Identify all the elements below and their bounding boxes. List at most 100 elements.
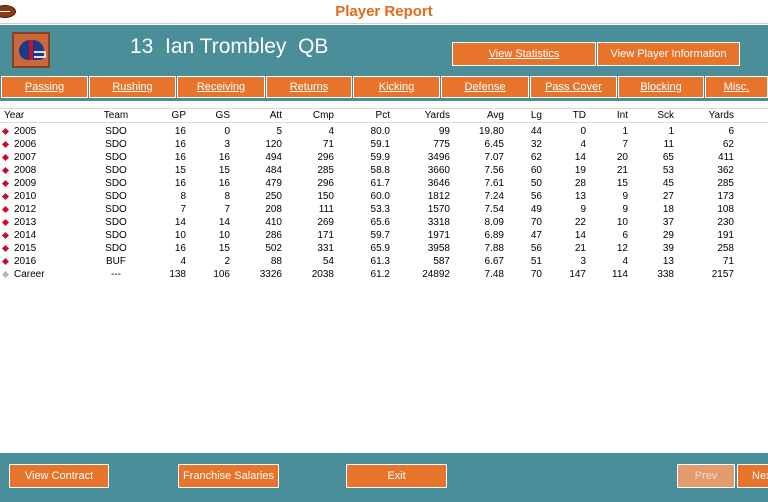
table-row[interactable]: 2010 SDO 8 8 250 150 60.0 1812 7.24 56 13 9 27 173 bbox=[0, 191, 768, 203]
column-header-sack-yards[interactable]: Yards bbox=[708, 110, 734, 121]
cell-gs: 15 bbox=[218, 165, 230, 176]
column-header-gp[interactable]: GP bbox=[171, 110, 186, 121]
column-header-td[interactable]: TD bbox=[572, 110, 586, 121]
cell-avg: 6.45 bbox=[484, 139, 504, 150]
cell-yards: 775 bbox=[433, 139, 450, 150]
column-header-avg[interactable]: Avg bbox=[486, 110, 504, 121]
cell-year: Career bbox=[14, 269, 45, 280]
cell-gs: 2 bbox=[224, 256, 230, 267]
table-row[interactable]: 2016 BUF 4 2 88 54 61.3 587 6.67 51 3 4 13 71 bbox=[0, 256, 768, 268]
column-header-yards[interactable]: Yards bbox=[424, 110, 450, 121]
player-name: 13 Ian Trombley QB bbox=[130, 35, 329, 58]
cell-int: 12 bbox=[616, 243, 628, 254]
column-header-pct[interactable]: Pct bbox=[375, 110, 390, 121]
column-header-year[interactable]: Year bbox=[4, 110, 25, 121]
cell-avg: 6.89 bbox=[484, 230, 504, 241]
cell-gs: 10 bbox=[218, 230, 230, 241]
cell-pct: 58.8 bbox=[370, 165, 390, 176]
table-row[interactable]: 2008 SDO 15 15 484 285 58.8 3660 7.56 60 19 21 53 362 bbox=[0, 165, 768, 177]
next-button[interactable]: Next bbox=[737, 464, 768, 488]
column-header-cmp[interactable]: Cmp bbox=[312, 110, 334, 121]
cell-lg: 47 bbox=[530, 230, 542, 241]
column-header-lg[interactable]: Lg bbox=[530, 110, 542, 121]
cell-sck: 1 bbox=[668, 126, 674, 137]
cell-pct: 59.7 bbox=[370, 230, 390, 241]
football-icon bbox=[0, 5, 16, 18]
column-header-team[interactable]: Team bbox=[103, 110, 129, 121]
cell-lg: 70 bbox=[530, 217, 542, 228]
table-row[interactable]: 2006 SDO 16 3 120 71 59.1 775 6.45 32 4 7 11 62 bbox=[0, 139, 768, 151]
column-header-gs[interactable]: GS bbox=[215, 110, 230, 121]
cell-avg: 7.07 bbox=[484, 152, 504, 163]
exit-button[interactable]: Exit bbox=[346, 464, 447, 488]
row-marker-icon bbox=[1, 244, 10, 253]
row-marker-icon bbox=[1, 192, 10, 201]
cell-lg: 44 bbox=[530, 126, 542, 137]
cell-int: 4 bbox=[622, 256, 628, 267]
cell-team: SDO bbox=[105, 230, 127, 241]
career-row[interactable]: Career --- 138 106 3326 2038 61.2 24892 7.48 70 14… bbox=[0, 269, 768, 281]
cell-sck: 65 bbox=[662, 152, 674, 163]
cell-int: 9 bbox=[622, 191, 628, 202]
table-row[interactable]: 2005 SDO 16 0 5 4 80.0 99 19.80 44 0 1 1 6 bbox=[0, 126, 768, 138]
cell-yards: 3318 bbox=[427, 217, 450, 228]
cell-sack-yards: 411 bbox=[718, 152, 734, 163]
table-row[interactable]: 2013 SDO 14 14 410 269 65.6 3318 8.09 70 22 10 37 230 bbox=[0, 217, 768, 229]
cell-gp: 7 bbox=[180, 204, 186, 215]
cell-year: 2007 bbox=[14, 152, 37, 163]
cell-team: SDO bbox=[105, 243, 127, 254]
cell-yards: 1570 bbox=[427, 204, 450, 215]
tab-rushing[interactable]: Rushing bbox=[89, 76, 176, 98]
cell-cmp: 2038 bbox=[311, 269, 334, 280]
cell-yards: 3660 bbox=[427, 165, 450, 176]
cell-yards: 99 bbox=[438, 126, 450, 137]
tab-misc[interactable]: Misc. bbox=[705, 76, 768, 98]
cell-pct: 65.6 bbox=[370, 217, 390, 228]
table-row[interactable]: 2012 SDO 7 7 208 111 53.3 1570 7.54 49 9 9 18 108 bbox=[0, 204, 768, 216]
window-title: Player Report bbox=[335, 3, 433, 20]
franchise-salaries-button[interactable]: Franchise Salaries bbox=[178, 464, 279, 488]
table-row[interactable]: 2009 SDO 16 16 479 296 61.7 3646 7.61 50 28 15 45 285 bbox=[0, 178, 768, 190]
cell-td: 28 bbox=[574, 178, 586, 189]
cell-pct: 61.2 bbox=[370, 269, 390, 280]
tab-kicking[interactable]: Kicking bbox=[353, 76, 440, 98]
view-statistics-button[interactable]: View Statistics bbox=[452, 42, 596, 66]
cell-sck: 11 bbox=[663, 139, 674, 150]
cell-year: 2005 bbox=[14, 126, 37, 137]
table-row[interactable]: 2014 SDO 10 10 286 171 59.7 1971 6.89 47 14 6 29 191 bbox=[0, 230, 768, 242]
cell-gs: 106 bbox=[213, 269, 230, 280]
table-row[interactable]: 2007 SDO 16 16 494 296 59.9 3496 7.07 62 14 20 65 411 bbox=[0, 152, 768, 164]
cell-lg: 62 bbox=[530, 152, 542, 163]
cell-td: 9 bbox=[580, 204, 586, 215]
cell-gs: 14 bbox=[218, 217, 230, 228]
table-row[interactable]: 2015 SDO 16 15 502 331 65.9 3958 7.88 56 21 12 39 258 bbox=[0, 243, 768, 255]
tab-receiving[interactable]: Receiving bbox=[177, 76, 265, 98]
row-marker-icon bbox=[1, 140, 10, 149]
cell-avg: 7.54 bbox=[484, 204, 504, 215]
row-marker-icon bbox=[1, 270, 10, 279]
cell-sck: 39 bbox=[662, 243, 674, 254]
tab-blocking[interactable]: Blocking bbox=[618, 76, 704, 98]
tab-returns[interactable]: Returns bbox=[266, 76, 352, 98]
cell-avg: 7.88 bbox=[484, 243, 504, 254]
cell-td: 0 bbox=[580, 126, 586, 137]
cell-team: BUF bbox=[106, 256, 126, 267]
row-marker-icon bbox=[1, 127, 10, 136]
cell-cmp: 285 bbox=[317, 165, 334, 176]
cell-year: 2015 bbox=[14, 243, 37, 254]
cell-lg: 49 bbox=[530, 204, 542, 215]
tab-passing[interactable]: Passing bbox=[1, 76, 88, 98]
column-header-int[interactable]: Int bbox=[616, 110, 628, 121]
tab-pass-cover[interactable]: Pass Cover bbox=[530, 76, 617, 98]
column-header-att[interactable]: Att bbox=[269, 110, 282, 121]
cell-cmp: 71 bbox=[322, 139, 334, 150]
tab-defense[interactable]: Defense bbox=[441, 76, 529, 98]
cell-sack-yards: 258 bbox=[717, 243, 734, 254]
prev-button[interactable]: Prev bbox=[677, 464, 735, 488]
column-header-sck[interactable]: Sck bbox=[657, 110, 674, 121]
cell-sack-yards: 2157 bbox=[711, 269, 734, 280]
cell-sack-yards: 71 bbox=[722, 256, 734, 267]
cell-gs: 0 bbox=[224, 126, 230, 137]
view-player-information-button[interactable]: View Player Information bbox=[597, 42, 740, 66]
view-contract-button[interactable]: View Contract bbox=[9, 464, 109, 488]
